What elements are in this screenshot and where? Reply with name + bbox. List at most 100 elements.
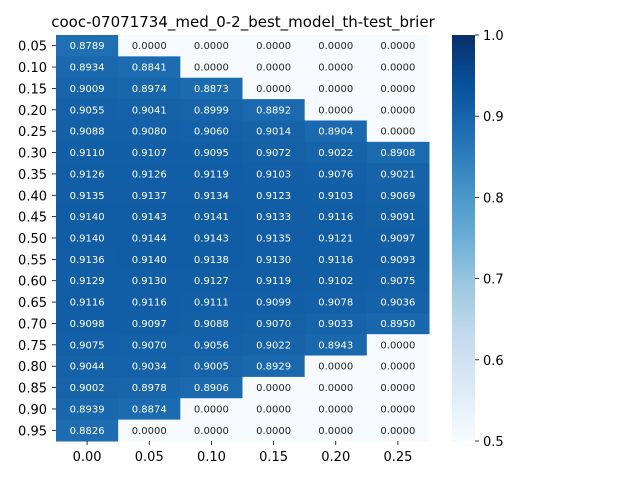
colorbar: 0.5 0.6 0.7 0.8 0.9 1.0 (452, 29, 504, 450)
cell-value-label: 0.0000 (194, 41, 229, 52)
heatmap-cell (242, 163, 306, 186)
heatmap-cell (242, 376, 306, 399)
heatmap-cell (118, 398, 181, 421)
cell-value-label: 0.9141 (194, 212, 229, 223)
cell-value-label: 0.0000 (132, 41, 167, 52)
heatmap-cell (242, 227, 306, 250)
cell-value-label: 0.9036 (380, 298, 415, 309)
heatmap-cell (180, 120, 243, 143)
heatmap-cell (304, 205, 368, 228)
heatmap-cell (180, 77, 243, 100)
heatmap-cell (304, 120, 368, 143)
cell-value-label: 0.9056 (194, 340, 229, 351)
cell-value-label: 0.8841 (132, 63, 167, 74)
x-tick-label: 0.25 (383, 450, 412, 465)
heatmap-cell (118, 355, 181, 378)
heatmap-cell (118, 120, 181, 143)
heatmap-cell (242, 334, 306, 357)
heatmap-cell (56, 291, 119, 314)
cell-value-label: 0.9127 (194, 276, 229, 287)
y-tick-label: 0.35 (18, 168, 47, 183)
heatmap-cell (180, 56, 243, 79)
heatmap-cell (304, 141, 368, 164)
y-tick-label: 0.40 (18, 189, 47, 204)
heatmap-cell (304, 56, 368, 79)
heatmap-cell (180, 35, 243, 57)
y-tick-label: 0.30 (18, 147, 47, 162)
cell-value-label: 0.9135 (256, 234, 291, 245)
cell-value-label: 0.9143 (194, 234, 229, 245)
y-tick-label: 0.05 (18, 40, 47, 55)
heatmap-cell (118, 163, 181, 186)
cell-value-label: 0.9144 (132, 234, 167, 245)
heatmap-cell (118, 227, 181, 250)
heatmap-cell (242, 141, 306, 164)
heatmap-cell (366, 120, 430, 143)
y-tick-label: 0.50 (18, 232, 47, 247)
heatmap-cell (118, 291, 181, 314)
heatmap-cell (56, 184, 119, 207)
cell-value-label: 0.9099 (256, 298, 291, 309)
cell-value-label: 0.9103 (256, 169, 291, 180)
y-tick-label: 0.60 (18, 275, 47, 290)
heatmap-cell (304, 376, 368, 399)
cell-value-label: 0.9060 (194, 127, 229, 138)
cell-value-label: 0.8939 (70, 404, 105, 415)
heatmap-cell (180, 205, 243, 228)
cell-value-label: 0.9041 (132, 105, 167, 116)
heatmap-cell (118, 56, 181, 79)
cell-value-label: 0.0000 (318, 426, 353, 437)
heatmap-cell (304, 227, 368, 250)
heatmap-cell (118, 184, 181, 207)
heatmap-cell (366, 419, 430, 442)
colorbar-tick-label: 0.5 (483, 435, 504, 450)
cell-value-label: 0.9075 (70, 340, 105, 351)
heatmap-cell (304, 355, 368, 378)
cell-value-label: 0.9022 (318, 148, 353, 159)
cell-value-label: 0.9110 (70, 148, 105, 159)
heatmap-cell (180, 376, 243, 399)
cell-value-label: 0.0000 (256, 426, 291, 437)
heatmap-cell (242, 270, 306, 292)
heatmap-cell (180, 291, 243, 314)
heatmap-cell (242, 248, 306, 271)
cell-value-label: 0.9097 (380, 234, 415, 245)
heatmap-cell (304, 248, 368, 271)
cell-value-label: 0.0000 (318, 105, 353, 116)
cell-value-label: 0.8789 (70, 41, 105, 52)
heatmap-cell (366, 227, 430, 250)
heatmap-cell (242, 56, 306, 79)
heatmap-cell (242, 99, 306, 121)
cell-value-label: 0.8892 (256, 105, 291, 116)
cell-value-label: 0.8904 (318, 127, 353, 138)
heatmap-cell (180, 248, 243, 271)
heatmap-cell (56, 376, 119, 399)
colorbar-tick-label: 0.6 (483, 354, 504, 369)
cell-value-label: 0.9034 (132, 362, 167, 373)
heatmap-cell (366, 205, 430, 228)
heatmap-cell (304, 77, 368, 100)
cell-value-label: 0.0000 (318, 383, 353, 394)
heatmap-cell (366, 334, 430, 357)
cell-value-label: 0.9119 (256, 276, 291, 287)
heatmap-cell (242, 77, 306, 100)
cell-value-label: 0.9098 (70, 319, 105, 330)
heatmap-cell (304, 99, 368, 121)
y-tick-label: 0.55 (18, 253, 47, 268)
cell-value-label: 0.8950 (380, 319, 415, 330)
heatmap-cells (56, 35, 430, 442)
heatmap-cell (304, 312, 368, 335)
heatmap-cell (56, 270, 119, 292)
y-tick-label: 0.90 (18, 403, 47, 418)
cell-value-label: 0.9123 (256, 191, 291, 202)
heatmap-cell (242, 398, 306, 421)
heatmap-cell (366, 184, 430, 207)
x-tick-label: 0.05 (135, 450, 164, 465)
heatmap-cell (56, 99, 119, 121)
cell-value-label: 0.9129 (70, 276, 105, 287)
heatmap-cell (56, 419, 119, 442)
cell-value-label: 0.9044 (70, 362, 105, 373)
heatmap-cell (366, 312, 430, 335)
cell-value-label: 0.9130 (256, 255, 291, 266)
cell-value-label: 0.9009 (70, 84, 105, 95)
